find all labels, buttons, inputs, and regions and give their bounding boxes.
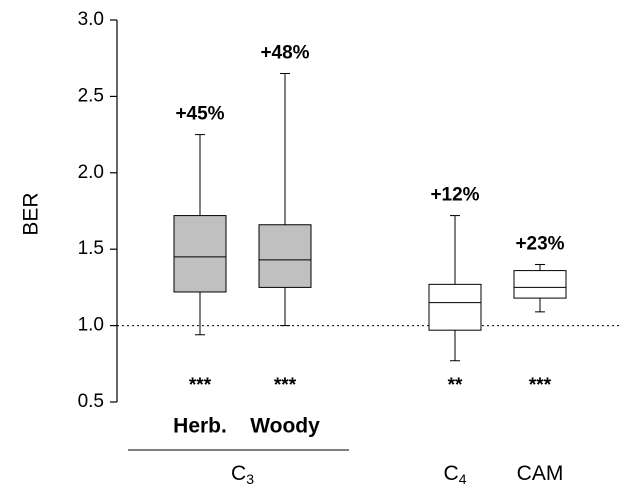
group-label-main: CAM [517, 462, 564, 485]
y-axis-label: BER [20, 192, 43, 235]
group-label: C3 [231, 462, 254, 487]
group-label-main: C [231, 462, 246, 485]
y-tick-label: 0.5 [78, 391, 104, 412]
box [513, 270, 567, 299]
group-label: C4 [444, 462, 467, 487]
group-label: CAM [517, 462, 564, 485]
y-tick-label: 3.0 [78, 9, 104, 30]
box [428, 283, 482, 331]
annotation: +48% [260, 42, 309, 63]
group-label-subscript: 3 [246, 471, 254, 487]
group-label-subscript: 4 [459, 471, 467, 487]
annotation: +12% [430, 185, 479, 206]
significance: *** [274, 375, 297, 396]
y-tick-label: 1.5 [78, 238, 104, 259]
x-tick-label: Herb. [173, 415, 227, 438]
annotation: +45% [175, 104, 224, 125]
box [173, 215, 227, 293]
x-tick-label: Woody [250, 415, 320, 438]
significance: ** [448, 375, 463, 396]
annotation: +23% [515, 233, 564, 254]
y-tick-label: 1.0 [78, 315, 104, 336]
y-tick-label: 2.5 [78, 85, 104, 106]
group-label-main: C [444, 462, 459, 485]
y-tick-label: 2.0 [78, 162, 104, 183]
box [258, 224, 312, 288]
significance: *** [529, 375, 552, 396]
significance: *** [189, 375, 212, 396]
